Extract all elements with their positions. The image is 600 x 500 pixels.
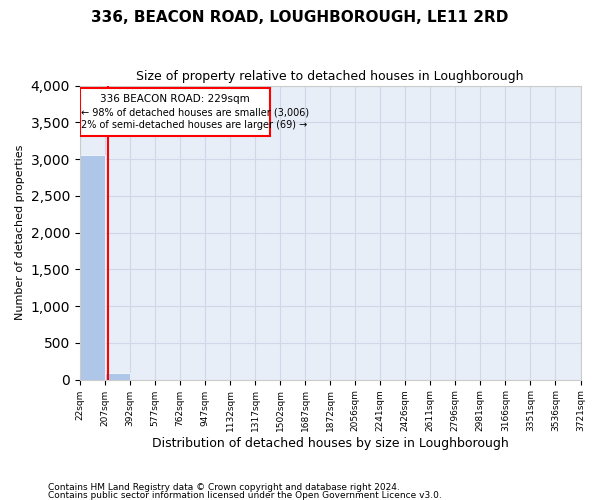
Text: ← 98% of detached houses are smaller (3,006): ← 98% of detached houses are smaller (3,… xyxy=(81,108,309,118)
Text: Contains public sector information licensed under the Open Government Licence v3: Contains public sector information licen… xyxy=(48,490,442,500)
Y-axis label: Number of detached properties: Number of detached properties xyxy=(15,145,25,320)
Bar xyxy=(105,373,130,380)
X-axis label: Distribution of detached houses by size in Loughborough: Distribution of detached houses by size … xyxy=(152,437,509,450)
Text: 2% of semi-detached houses are larger (69) →: 2% of semi-detached houses are larger (6… xyxy=(81,120,307,130)
FancyBboxPatch shape xyxy=(80,88,270,136)
Bar xyxy=(80,156,105,380)
Text: Contains HM Land Registry data © Crown copyright and database right 2024.: Contains HM Land Registry data © Crown c… xyxy=(48,483,400,492)
Text: 336 BEACON ROAD: 229sqm: 336 BEACON ROAD: 229sqm xyxy=(100,94,250,104)
Text: 336, BEACON ROAD, LOUGHBOROUGH, LE11 2RD: 336, BEACON ROAD, LOUGHBOROUGH, LE11 2RD xyxy=(91,10,509,25)
Title: Size of property relative to detached houses in Loughborough: Size of property relative to detached ho… xyxy=(136,70,524,83)
